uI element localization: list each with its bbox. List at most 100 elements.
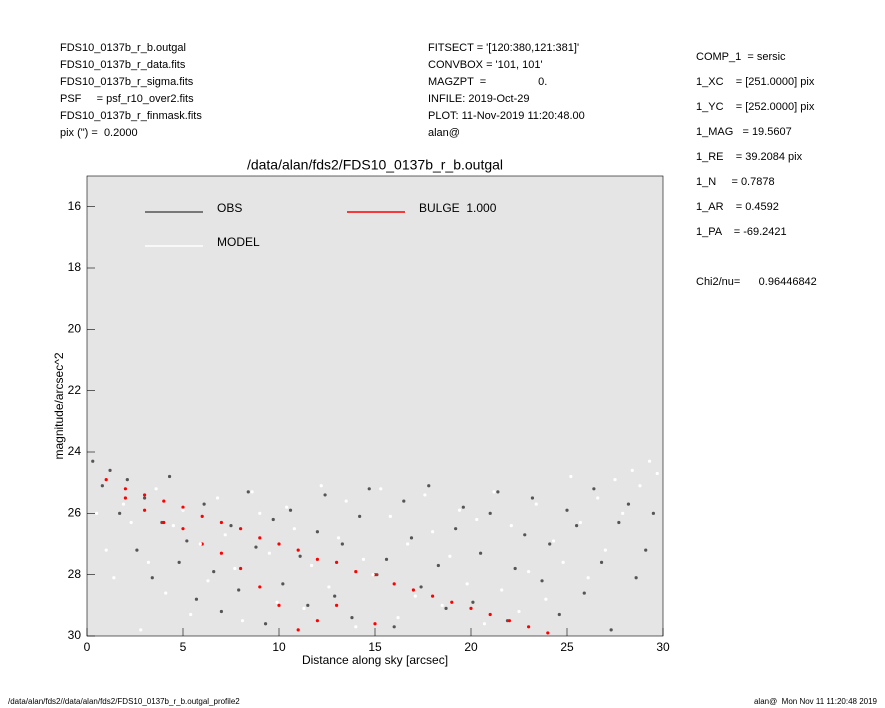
data-point bbox=[296, 548, 300, 552]
data-point bbox=[233, 566, 237, 571]
data-point bbox=[100, 484, 104, 488]
data-point bbox=[167, 474, 172, 479]
header-right-line: 1_YC = [252.0000] pix bbox=[696, 101, 815, 113]
data-point bbox=[258, 536, 262, 540]
data-point bbox=[367, 487, 371, 491]
data-point bbox=[275, 600, 279, 604]
data-point bbox=[496, 490, 500, 494]
data-point bbox=[392, 582, 396, 586]
data-point bbox=[292, 527, 296, 531]
data-point bbox=[246, 490, 250, 494]
header-middle-line: alan@ bbox=[428, 127, 460, 139]
data-point bbox=[561, 560, 565, 565]
header-middle-line: FITSECT = '[120:380,121:381]' bbox=[428, 42, 579, 54]
data-point bbox=[384, 557, 389, 561]
data-point bbox=[310, 563, 314, 568]
y-tick-label: 24 bbox=[68, 444, 82, 458]
data-point bbox=[95, 511, 99, 515]
data-point bbox=[162, 499, 166, 503]
data-point bbox=[402, 499, 406, 503]
data-point bbox=[621, 511, 625, 515]
data-point bbox=[254, 545, 258, 549]
data-point bbox=[586, 576, 590, 580]
x-tick-label: 10 bbox=[272, 640, 286, 654]
x-tick-label: 20 bbox=[464, 640, 478, 654]
data-point bbox=[215, 496, 220, 500]
data-point bbox=[457, 508, 462, 512]
data-point bbox=[569, 474, 573, 479]
data-point bbox=[335, 560, 339, 565]
x-tick-label: 30 bbox=[656, 640, 670, 654]
data-point bbox=[461, 505, 465, 509]
data-point bbox=[150, 576, 154, 580]
data-point bbox=[638, 484, 642, 488]
data-point bbox=[277, 603, 281, 607]
header-left-line: FDS10_0137b_r_b.outgal bbox=[60, 42, 186, 54]
data-point bbox=[91, 459, 95, 463]
data-point bbox=[431, 594, 435, 598]
data-point bbox=[240, 619, 245, 623]
data-point bbox=[513, 566, 517, 571]
y-tick-label: 22 bbox=[68, 383, 82, 397]
legend-label: MODEL bbox=[217, 235, 260, 249]
data-point bbox=[465, 582, 469, 586]
y-axis-label: magnitude/arcsec^2 bbox=[52, 352, 66, 459]
data-point bbox=[379, 487, 383, 491]
data-point bbox=[517, 609, 521, 614]
x-tick-label: 0 bbox=[84, 640, 91, 654]
data-point bbox=[350, 616, 354, 620]
data-point bbox=[582, 591, 586, 595]
data-point bbox=[194, 597, 199, 601]
data-point bbox=[177, 560, 181, 565]
data-point bbox=[250, 490, 254, 494]
data-point bbox=[271, 517, 275, 522]
data-point bbox=[306, 603, 310, 607]
data-point bbox=[298, 554, 302, 558]
data-point bbox=[617, 520, 621, 525]
y-tick-label: 28 bbox=[68, 567, 82, 581]
data-point bbox=[143, 493, 147, 497]
data-point bbox=[327, 585, 331, 589]
header-right-line: 1_XC = [251.0000] pix bbox=[696, 76, 815, 88]
data-point bbox=[344, 499, 348, 503]
data-point bbox=[219, 551, 223, 555]
data-point bbox=[500, 588, 504, 592]
data-point bbox=[609, 628, 613, 632]
data-point bbox=[139, 628, 143, 632]
data-point bbox=[219, 520, 223, 525]
legend-label: BULGE 1.000 bbox=[419, 201, 497, 215]
data-point bbox=[406, 542, 410, 546]
data-point bbox=[302, 606, 306, 611]
data-point bbox=[644, 548, 648, 552]
data-point bbox=[557, 612, 561, 617]
header-right-line: COMP_1 = sersic bbox=[696, 51, 786, 63]
header-left-line: FDS10_0137b_r_finmask.fits bbox=[60, 110, 202, 122]
y-tick-label: 20 bbox=[68, 322, 82, 336]
data-point bbox=[315, 557, 319, 561]
data-point bbox=[630, 468, 634, 472]
data-point bbox=[135, 548, 139, 552]
footer-left: /data/alan/fds2//data/alan/fds2/FDS10_01… bbox=[8, 697, 240, 706]
data-point bbox=[492, 490, 496, 494]
data-point bbox=[229, 524, 233, 528]
data-point bbox=[277, 542, 281, 546]
data-point bbox=[239, 566, 243, 571]
data-point bbox=[427, 484, 431, 488]
footer-right: alan@ Mon Nov 11 11:20:48 2019 bbox=[754, 697, 878, 706]
header-right-line: 1_MAG = 19.5607 bbox=[696, 126, 792, 138]
x-tick-label: 15 bbox=[368, 640, 382, 654]
data-point bbox=[143, 508, 147, 512]
data-point bbox=[578, 520, 583, 525]
data-point bbox=[281, 582, 285, 586]
data-point bbox=[396, 616, 400, 620]
data-point bbox=[219, 609, 223, 614]
data-point bbox=[263, 622, 268, 626]
data-point bbox=[534, 502, 538, 506]
data-point bbox=[413, 594, 417, 598]
data-point bbox=[206, 579, 210, 583]
data-point bbox=[108, 468, 112, 472]
data-point bbox=[436, 563, 440, 568]
data-point bbox=[469, 606, 473, 611]
